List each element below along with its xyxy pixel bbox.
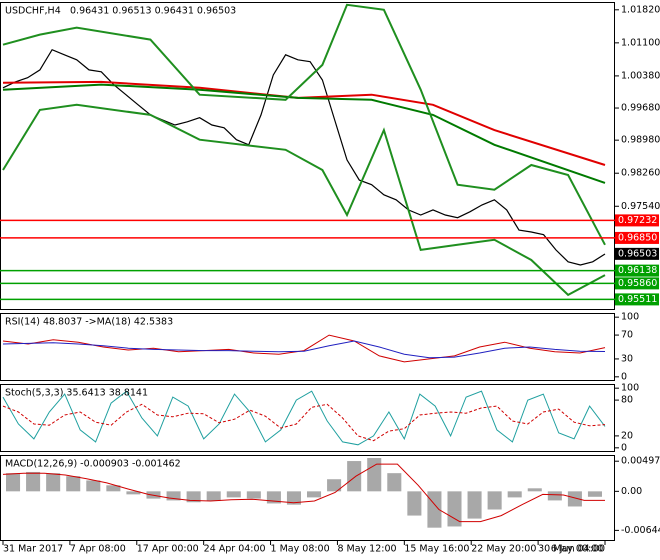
histogram-bar xyxy=(46,473,61,492)
histogram-bar xyxy=(307,491,322,498)
level-label: 0.96138 xyxy=(618,265,657,276)
histogram-bar xyxy=(467,491,482,519)
x-tick-label: 31 Mar 2017 xyxy=(3,544,63,555)
histogram-bar xyxy=(226,491,241,498)
panel-title: USDCHF,H4 xyxy=(5,6,61,17)
panel xyxy=(2,390,606,446)
y-tick-label: 0 xyxy=(621,442,627,453)
y-tick-label: 1.01100 xyxy=(621,37,660,48)
histogram-bar xyxy=(447,491,462,527)
y-tick-label: 1.00380 xyxy=(621,70,660,81)
y-tick-label: 0 xyxy=(621,371,627,382)
histogram-bar xyxy=(6,473,21,492)
level-label: 0.97232 xyxy=(618,215,657,226)
series-line xyxy=(2,3,606,246)
level-label: 0.96850 xyxy=(618,232,657,243)
x-tick-label: 30 May 00:00 xyxy=(538,544,603,555)
series-line xyxy=(2,390,606,446)
x-tick-label: 15 May 16:00 xyxy=(404,544,469,555)
x-tick-label: 1 May 08:00 xyxy=(271,544,330,555)
last-price-box xyxy=(615,247,659,260)
histogram-bar xyxy=(186,491,201,503)
level-box xyxy=(615,264,659,277)
y-tick-label: 100 xyxy=(621,312,639,323)
level-label: 0.95860 xyxy=(618,278,657,289)
histogram-bar xyxy=(327,479,342,492)
panel-frame xyxy=(0,455,615,541)
panel-frame xyxy=(0,313,615,381)
x-tick-label: 8 May 12:00 xyxy=(337,544,396,555)
y-tick-label: 80 xyxy=(621,395,633,406)
histogram-bar xyxy=(387,473,402,492)
series-line xyxy=(2,403,606,442)
x-tick-label: 17 Apr 00:00 xyxy=(137,544,199,555)
level-box xyxy=(615,214,659,227)
y-tick-label: 20 xyxy=(621,430,633,441)
histogram-bar xyxy=(587,491,602,497)
panel-subtitle: 0.96431 0.96513 0.96431 0.96503 xyxy=(70,6,236,17)
series-line xyxy=(2,80,606,166)
last-price-label: 0.96503 xyxy=(618,248,657,259)
level-box xyxy=(615,293,659,306)
level-box xyxy=(615,277,659,290)
y-tick-label: 0.00 xyxy=(621,486,642,497)
y-tick-label: 30 xyxy=(621,353,633,364)
panel xyxy=(2,334,606,363)
x-tick-label: 6 Jun 04:00 xyxy=(551,544,605,555)
histogram-bar xyxy=(407,491,422,516)
histogram-bar xyxy=(86,480,101,492)
y-tick-label: 100 xyxy=(621,383,639,394)
histogram-bar xyxy=(66,476,81,492)
level-box xyxy=(615,231,659,244)
series-line xyxy=(2,463,605,523)
y-tick-label: -0.006447 xyxy=(621,525,660,536)
histogram-bar xyxy=(26,471,41,492)
histogram-bar xyxy=(547,491,562,501)
series-line xyxy=(2,340,606,359)
y-tick-label: 0.98260 xyxy=(621,168,660,179)
panel-frame xyxy=(0,384,615,452)
panel xyxy=(2,458,605,528)
histogram-bar xyxy=(347,461,362,492)
histogram-bar xyxy=(487,491,502,510)
histogram-bar xyxy=(567,491,582,507)
histogram-bar xyxy=(527,488,542,492)
y-tick-label: 0.97540 xyxy=(621,201,660,212)
series-line xyxy=(2,83,606,184)
histogram-bar xyxy=(367,458,382,492)
histogram-bar xyxy=(206,491,221,502)
y-tick-label: 70 xyxy=(621,330,633,341)
x-tick-label: 7 Apr 08:00 xyxy=(70,544,126,555)
panel-title: Stoch(5,3,3) 35.6413 38.8141 xyxy=(5,388,148,399)
series-line xyxy=(2,48,606,266)
panel-frame xyxy=(0,2,615,310)
y-tick-label: 0.99680 xyxy=(621,103,660,114)
series-line xyxy=(2,103,606,297)
histogram-bar xyxy=(246,491,261,499)
histogram-bar xyxy=(286,491,301,505)
histogram-bar xyxy=(166,491,181,501)
y-tick-label: 0.004975 xyxy=(621,456,660,467)
level-label: 0.95511 xyxy=(618,294,657,305)
y-tick-label: 0.98980 xyxy=(621,135,660,146)
y-tick-label: 1.01820 xyxy=(621,4,660,15)
histogram-bar xyxy=(507,491,522,498)
panel-title: MACD(12,26,9) -0.000903 -0.001462 xyxy=(5,459,181,470)
panel xyxy=(2,3,606,297)
panel-title: RSI(14) 48.8037 ->MA(18) 42.5383 xyxy=(5,317,173,328)
series-line xyxy=(2,334,606,363)
x-tick-label: 24 Apr 04:00 xyxy=(204,544,266,555)
histogram-bar xyxy=(126,491,141,495)
histogram-bar xyxy=(106,485,121,492)
x-tick-label: 22 May 20:00 xyxy=(471,544,536,555)
